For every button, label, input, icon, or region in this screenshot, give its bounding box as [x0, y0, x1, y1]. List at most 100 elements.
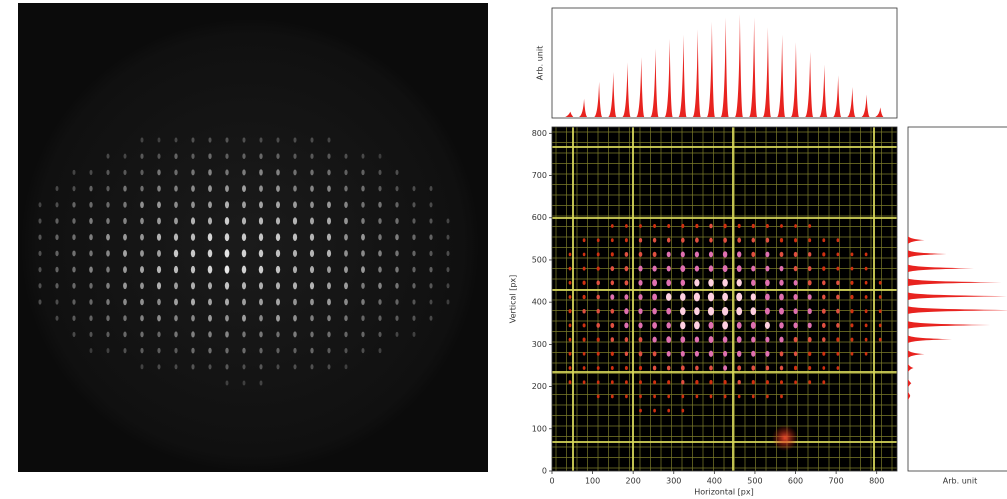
camera-spot: [72, 331, 76, 337]
beamlet-spot: [737, 251, 742, 258]
beamlet-spot: [639, 224, 642, 228]
beamlet-spot: [695, 223, 699, 229]
beamlet-spot: [596, 252, 600, 257]
beamlet-spot: [694, 336, 700, 343]
beamlet-spot: [680, 265, 686, 272]
beamlet-spot: [751, 336, 756, 343]
camera-spot: [140, 185, 144, 192]
camera-spot: [224, 201, 230, 209]
y-tick-label: 500: [532, 255, 547, 264]
beamlet-spot: [793, 293, 798, 301]
camera-spot: [327, 185, 331, 192]
camera-spot: [55, 315, 59, 321]
camera-spot: [276, 201, 280, 209]
beamlet-spot: [568, 366, 572, 370]
camera-spot: [275, 265, 281, 274]
camera-spot: [259, 153, 263, 160]
beamlet-spot: [652, 237, 657, 243]
hot-spot: [772, 425, 798, 451]
camera-spot: [174, 217, 178, 225]
camera-spot: [412, 266, 416, 273]
camera-spot: [429, 315, 433, 321]
beamlet-spot: [639, 380, 642, 385]
beamlet-spot: [765, 380, 769, 385]
camera-spot: [140, 217, 144, 225]
beamlet-spot: [596, 280, 600, 286]
camera-spot: [140, 233, 144, 241]
camera-spot: [309, 233, 315, 241]
beamlet-spot: [652, 251, 657, 258]
beamlet-spot: [736, 307, 743, 316]
camera-spot: [310, 364, 314, 370]
camera-spot: [344, 153, 348, 159]
profile-peak: [678, 34, 687, 117]
beamlet-spot: [624, 280, 629, 286]
beamlet-spot: [864, 266, 868, 271]
beamlet-spot: [878, 295, 882, 299]
camera-spot: [446, 267, 450, 273]
camera-spot: [361, 266, 365, 273]
camera-spot: [241, 282, 247, 290]
camera-spot: [378, 234, 382, 241]
camera-spot: [106, 298, 110, 306]
beamlet-spot: [722, 321, 728, 330]
camera-spot: [242, 380, 246, 386]
camera-spot: [412, 331, 416, 337]
camera-spot: [378, 282, 382, 289]
beamlet-spot: [779, 351, 784, 357]
beamlet-spot: [878, 337, 882, 342]
beamlet-spot: [624, 251, 629, 257]
beamlet-spot: [723, 350, 728, 357]
camera-spot: [55, 299, 59, 305]
camera-spot: [38, 283, 42, 289]
beamlet-spot: [780, 380, 783, 385]
camera-spot: [446, 299, 450, 305]
camera-spot: [55, 202, 59, 208]
camera-spot: [395, 250, 399, 257]
beamlet-spot: [779, 265, 784, 272]
camera-spot: [344, 185, 348, 192]
beamlet-spot: [794, 238, 798, 243]
main-frame: [551, 126, 898, 472]
camera-spots: [38, 137, 450, 386]
camera-spot: [310, 347, 314, 354]
beamlet-spot: [779, 293, 784, 301]
beamlet-spot: [836, 308, 840, 314]
beamlet-spot: [653, 408, 656, 413]
profile-peak: [908, 264, 974, 273]
beamlet-spot: [639, 394, 642, 399]
beamlet-spot: [610, 238, 614, 243]
camera-spot: [190, 217, 196, 225]
profile-peak: [908, 278, 1002, 287]
y-tick-label: 100: [532, 424, 547, 433]
beamlet-spot: [764, 321, 770, 329]
camera-spot: [361, 348, 365, 354]
profile-peak: [908, 379, 912, 388]
profile-peak: [706, 21, 715, 117]
camera-spot: [259, 315, 263, 322]
camera-spot: [157, 314, 161, 322]
camera-spot: [191, 331, 195, 338]
x-tick-label: 800: [869, 477, 884, 486]
beamlet-spot: [638, 237, 643, 243]
beamlet-spot: [624, 380, 628, 385]
beamlet-spot: [665, 293, 672, 301]
camera-spot: [344, 315, 348, 322]
beamlet-spot: [751, 350, 756, 357]
camera-spot: [275, 249, 281, 258]
camera-spot: [191, 347, 195, 354]
beamlet-spot: [808, 380, 812, 385]
camera-spot: [378, 169, 382, 176]
beamlet-spot: [582, 323, 586, 328]
beamlet-spot: [766, 394, 769, 399]
beamlet-spot: [765, 279, 770, 287]
beamlet-spot: [582, 280, 586, 285]
beamlet-spot: [681, 379, 685, 385]
camera-spot: [89, 299, 93, 305]
beamlet-spot: [610, 322, 615, 328]
beamlet-spot: [850, 309, 854, 314]
camera-spot: [276, 137, 280, 143]
beamlet-spot: [708, 321, 714, 329]
camera-spot: [140, 201, 144, 209]
camera-spot: [225, 364, 229, 370]
